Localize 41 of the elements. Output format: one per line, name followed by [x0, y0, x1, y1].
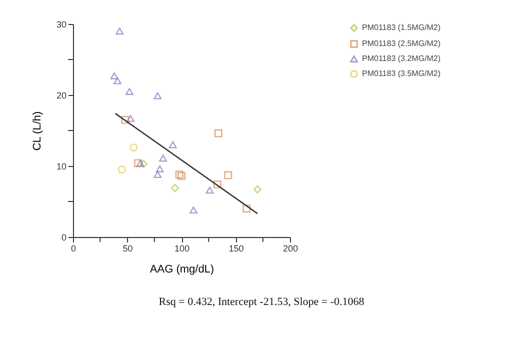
- point: [224, 171, 232, 180]
- point: [206, 186, 214, 194]
- point: [125, 88, 134, 95]
- x-tick-label: 100: [174, 244, 190, 254]
- y-tick-label: 20: [56, 90, 66, 100]
- point: [134, 159, 142, 168]
- x-tick-label: 50: [122, 244, 133, 254]
- point: [171, 184, 179, 192]
- y-tick-label: 10: [56, 162, 66, 172]
- point: [116, 28, 124, 35]
- point: [118, 166, 126, 174]
- point: [189, 206, 198, 214]
- x-tick-label: 150: [228, 244, 244, 254]
- point: [154, 92, 162, 100]
- point: [253, 185, 262, 194]
- point: [159, 154, 168, 162]
- legend-label: PM01183 (3.2MG/M2): [362, 54, 441, 63]
- point: [214, 129, 222, 138]
- point: [178, 172, 186, 180]
- legend-label: PM01183 (2.5MG/M2): [362, 39, 441, 48]
- legend-label: PM01183 (3.5MG/M2): [362, 69, 441, 78]
- y-tick-label: 0: [61, 232, 66, 242]
- text: Rsq = 0.432, Intercept -21.53, Slope = -0.1068: [158, 296, 365, 308]
- point: [110, 72, 118, 80]
- x-tick-label: 200: [282, 244, 298, 254]
- point: [168, 141, 177, 148]
- point: [213, 180, 222, 188]
- point: [130, 144, 138, 152]
- point: [156, 165, 164, 172]
- point: [242, 204, 251, 213]
- x-axis-title: AAG (mg/dL): [150, 264, 214, 276]
- point: [175, 170, 184, 178]
- point: [140, 160, 148, 168]
- legend-label: PM01183 (1.5MG/M2): [362, 23, 441, 32]
- point: [121, 116, 130, 124]
- x-tick-label: 0: [70, 244, 76, 254]
- y-tick-label: 30: [56, 20, 66, 30]
- y-axis-title: CL (L/h): [31, 111, 44, 151]
- point: [154, 171, 162, 178]
- point: [126, 114, 134, 122]
- point: [114, 77, 122, 84]
